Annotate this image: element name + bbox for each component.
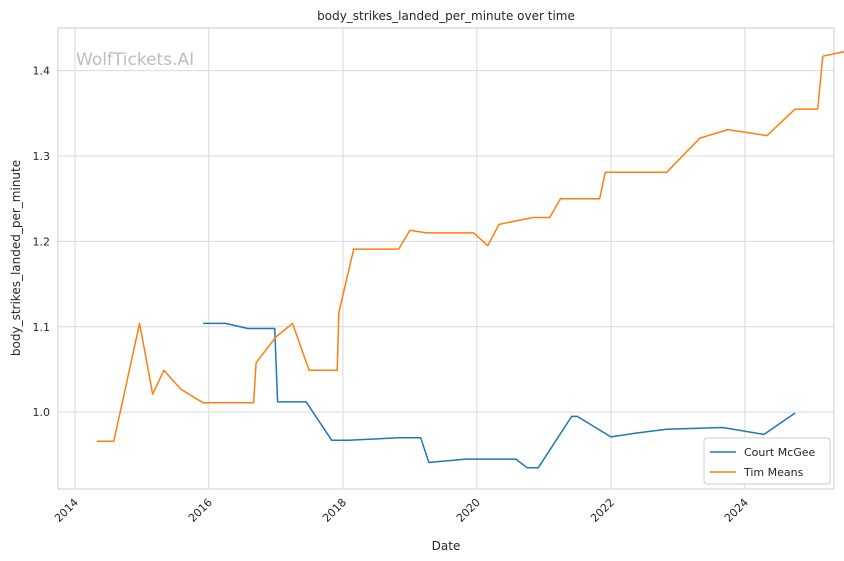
legend-label-court-mcgee: Court McGee — [744, 446, 816, 459]
y-tick-labels: 1.0 1.1 1.2 1.3 1.4 — [33, 65, 51, 419]
y-tick-label: 1.2 — [33, 235, 51, 248]
y-tick-label: 1.4 — [33, 65, 51, 78]
x-tick-label: 2024 — [722, 496, 751, 525]
y-axis-title: body_strikes_landed_per_minute — [9, 160, 23, 356]
y-tick-label: 1.1 — [33, 321, 51, 334]
x-tick-label: 2016 — [186, 496, 215, 525]
x-tick-label: 2018 — [320, 496, 349, 525]
series-layer — [96, 50, 844, 469]
legend: Court McGee Tim Means — [703, 437, 831, 485]
chart-title: body_strikes_landed_per_minute over time — [317, 9, 575, 23]
x-axis-title: Date — [432, 539, 461, 553]
grid — [58, 28, 834, 489]
x-tick-labels: 2014 2016 2018 2020 2022 2024 — [52, 496, 751, 525]
series-line-court-mcgee — [203, 322, 796, 469]
plot-frame — [57, 27, 835, 490]
x-tick-label: 2022 — [588, 496, 617, 525]
watermark: WolfTickets.AI — [76, 50, 194, 70]
legend-label-tim-means: Tim Means — [743, 466, 804, 479]
series-line-tim-means — [96, 50, 844, 442]
y-tick-label: 1.3 — [33, 150, 51, 163]
y-tick-label: 1.0 — [33, 406, 51, 419]
x-tick-label: 2014 — [52, 496, 81, 525]
plot-background — [58, 28, 834, 489]
x-tick-label: 2020 — [454, 496, 483, 525]
